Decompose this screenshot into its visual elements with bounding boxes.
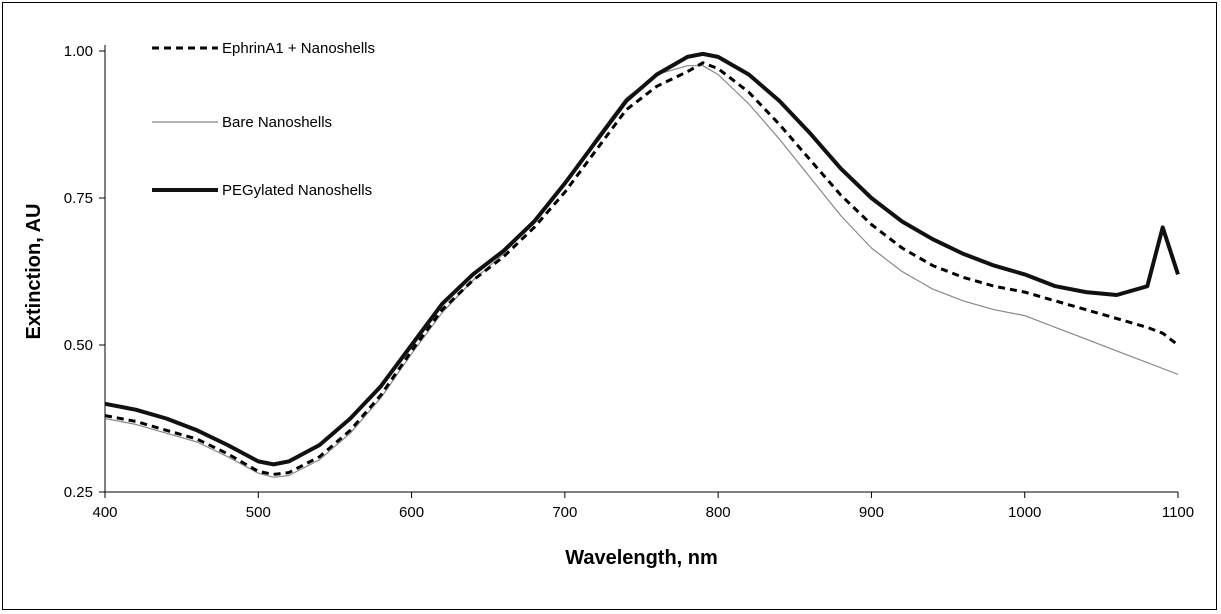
legend-label-pegylated: PEGylated Nanoshells (222, 182, 372, 199)
series-line-thick (104, 51, 1180, 467)
legend-label-ephrina1: EphrinA1 + Nanoshells (222, 40, 375, 57)
legend-item-pegylated: PEGylated Nanoshells (152, 182, 372, 199)
legend: EphrinA1 + Nanoshells Bare Nanoshells PE… (152, 40, 375, 199)
series-layer (104, 51, 1180, 478)
y-tick-label: 0.25 (64, 484, 93, 501)
x-tick-label: 400 (92, 504, 117, 521)
y-tick-label: 0.50 (64, 337, 93, 354)
series-line-dashed (104, 61, 1179, 476)
x-tick-label: 500 (246, 504, 271, 521)
legend-label-bare: Bare Nanoshells (222, 114, 332, 131)
y-tick-label: 0.75 (64, 190, 93, 207)
x-axis-title: Wavelength, nm (565, 547, 718, 569)
plot-area: 400 500 600 700 800 900 1000 1100 0.25 0.50 0.75 1… (64, 43, 1194, 521)
x-tick-label: 600 (399, 504, 424, 521)
x-tick-label: 700 (552, 504, 577, 521)
legend-item-bare: Bare Nanoshells (152, 114, 332, 131)
x-tick-label: 1100 (1162, 504, 1194, 521)
y-axis-ticks: 0.25 0.50 0.75 1.00 (64, 43, 105, 501)
legend-item-ephrina1: EphrinA1 + Nanoshells (152, 40, 375, 57)
x-tick-label: 1000 (1008, 504, 1041, 521)
x-tick-label: 800 (706, 504, 731, 521)
y-tick-label: 1.00 (64, 43, 93, 60)
y-axis-title: Extinction, AU (23, 204, 45, 340)
x-tick-label: 900 (859, 504, 884, 521)
x-axis-ticks: 400 500 600 700 800 900 1000 1100 (92, 492, 1194, 521)
